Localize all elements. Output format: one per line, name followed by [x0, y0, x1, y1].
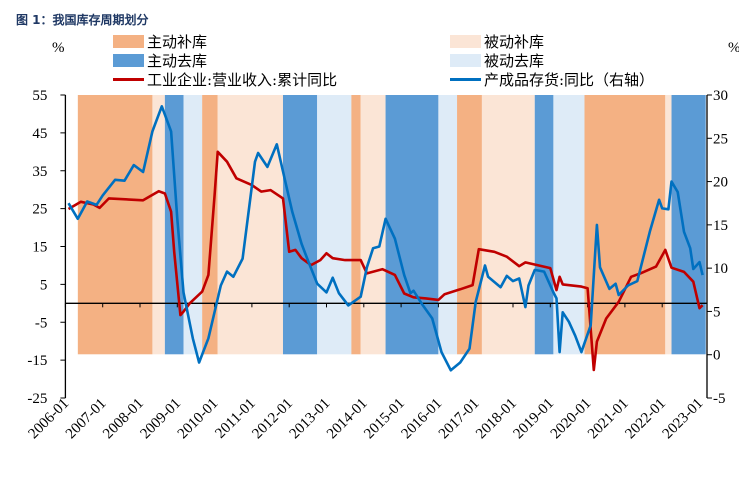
- legend-label: 产成品存货:同比（右轴）: [484, 71, 655, 89]
- right-axis-tick-label: 15: [713, 218, 728, 234]
- left-axis-tick-label: -25: [27, 391, 47, 407]
- x-axis-tick-label: 2014-01: [324, 396, 371, 443]
- phase-band-active-restock: [351, 95, 361, 355]
- x-axis-tick-label: 2008-01: [100, 396, 147, 443]
- legend-line-revenue: [113, 78, 144, 81]
- phase-band-active-restock: [457, 95, 482, 355]
- phase-band-active-restock: [77, 95, 153, 355]
- x-axis-tick-label: 2018-01: [473, 396, 520, 443]
- legend-label: 工业企业:营业收入:累计同比: [147, 71, 338, 89]
- x-axis-tick-label: 2009-01: [137, 396, 184, 443]
- x-axis-tick-label: 2023-01: [660, 396, 707, 443]
- x-axis-tick-label: 2022-01: [622, 396, 669, 443]
- phase-band-active-destock: [282, 95, 318, 355]
- legend-inventory: 产成品存货:同比（右轴）: [450, 69, 654, 90]
- phase-band-passive-destock: [317, 95, 352, 355]
- legend-passive-restock: 被动补库: [450, 31, 544, 52]
- phase-band-passive-destock: [183, 95, 203, 355]
- phase-band-passive-restock: [217, 95, 283, 355]
- x-axis-tick-label: 2020-01: [548, 396, 595, 443]
- right-axis-tick-label: 0: [713, 348, 721, 364]
- x-axis-tick-label: 2015-01: [361, 396, 408, 443]
- x-axis-tick-label: 2011-01: [212, 396, 258, 442]
- right-axis-tick-label: 25: [713, 131, 728, 147]
- legend-label: 被动去库: [484, 52, 545, 70]
- right-axis-tick-label: 5: [713, 304, 721, 320]
- x-axis-tick-label: 2007-01: [63, 396, 110, 443]
- legend-active-restock: 主动补库: [113, 31, 207, 52]
- legend-swatch-passive-restock: [450, 35, 481, 48]
- legend-label: 主动补库: [147, 33, 208, 51]
- left-axis-tick-label: -5: [35, 315, 48, 331]
- x-axis-tick-label: 2012-01: [249, 396, 296, 443]
- left-axis-tick-label: 45: [32, 126, 47, 142]
- legend-active-destock: 主动去库: [113, 50, 207, 71]
- right-axis-unit: %: [728, 40, 739, 57]
- series-line-revenue: [67, 150, 704, 372]
- x-axis-tick-label: 2013-01: [287, 396, 334, 443]
- legend-line-inventory: [450, 78, 481, 81]
- x-axis-tick-label: 2021-01: [585, 396, 632, 443]
- legend-passive-destock: 被动去库: [450, 50, 544, 71]
- left-axis-tick-label: 5: [40, 277, 48, 293]
- legend-swatch-active-destock: [113, 54, 144, 67]
- chart-title: 图 1：我国库存周期划分: [16, 13, 149, 27]
- left-axis-tick-label: 35: [32, 164, 47, 180]
- phase-band-active-destock: [534, 95, 554, 355]
- right-axis-tick-label: 20: [713, 175, 728, 191]
- series-line-inventory: [67, 105, 704, 372]
- legend-label: 被动补库: [484, 33, 545, 51]
- phase-band-passive-destock: [553, 95, 585, 355]
- x-axis-tick-label: 2016-01: [399, 396, 446, 443]
- right-axis-tick-label: 10: [713, 261, 728, 277]
- legend-label: 主动去库: [147, 52, 208, 70]
- left-axis-tick-label: 55: [32, 88, 47, 104]
- left-axis-tick-label: 15: [32, 240, 47, 256]
- phase-band-active-destock: [385, 95, 439, 355]
- left-axis-tick-label: -15: [27, 353, 47, 369]
- phase-band-passive-restock: [665, 95, 672, 355]
- x-axis-tick-label: 2019-01: [510, 396, 557, 443]
- x-axis-tick-label: 2010-01: [175, 396, 222, 443]
- phase-band-passive-restock: [360, 95, 386, 355]
- right-axis-tick-label: -5: [713, 391, 726, 407]
- left-axis-tick-label: 25: [32, 202, 47, 218]
- phase-band-passive-restock: [152, 95, 165, 355]
- phase-band-passive-restock: [481, 95, 535, 355]
- right-axis-tick-label: 30: [713, 88, 728, 104]
- phase-band-passive-destock: [438, 95, 458, 355]
- phase-band-active-destock: [671, 95, 706, 355]
- legend-swatch-passive-destock: [450, 54, 481, 67]
- phase-band-active-restock: [202, 95, 218, 355]
- x-axis-tick-label: 2017-01: [436, 396, 483, 443]
- legend-swatch-active-restock: [113, 35, 144, 48]
- legend-revenue: 工业企业:营业收入:累计同比: [113, 69, 337, 90]
- left-axis-unit: %: [52, 40, 65, 56]
